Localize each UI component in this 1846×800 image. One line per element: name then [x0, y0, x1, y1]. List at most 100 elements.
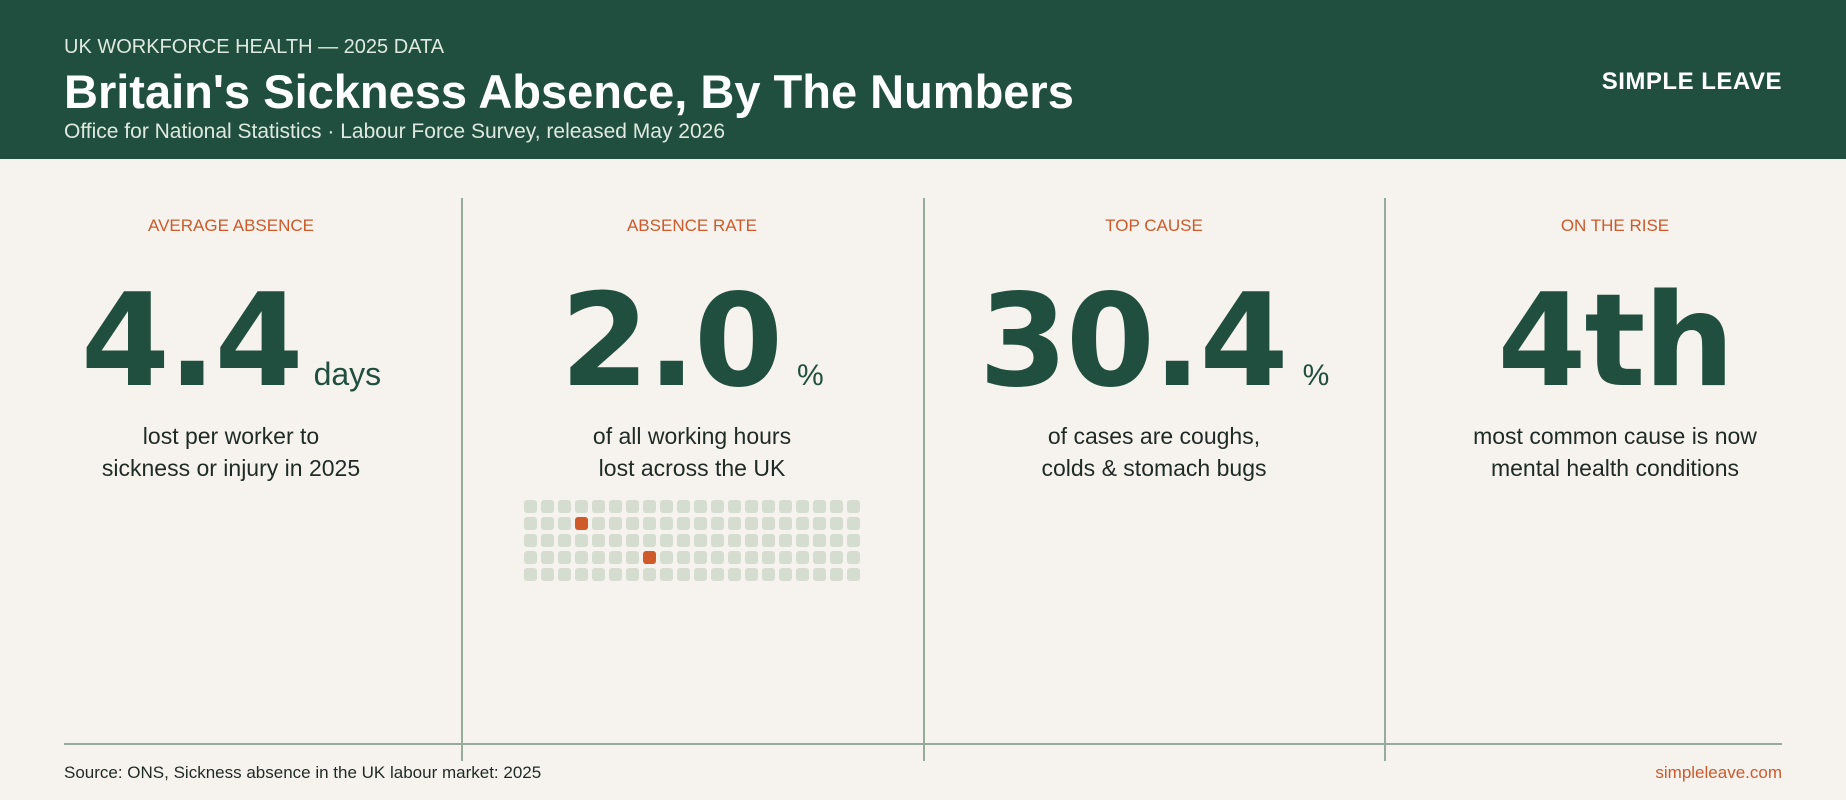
stat-description: lost per worker to sickness or injury in…: [1, 420, 461, 484]
waffle-cell: [524, 551, 537, 564]
column-divider: [461, 198, 463, 761]
brand-logo: SIMPLE LEAVE: [1601, 68, 1782, 95]
stat-figure: 2.0 %: [462, 278, 922, 406]
waffle-cell: [626, 568, 639, 581]
footer-rule: [64, 743, 1782, 745]
waffle-cell: [694, 500, 707, 513]
waffle-cell: [813, 551, 826, 564]
waffle-cell-highlighted: [643, 551, 656, 564]
waffle-cell: [779, 517, 792, 530]
waffle-cell: [660, 551, 673, 564]
waffle-cell: [626, 551, 639, 564]
waffle-cell: [660, 534, 673, 547]
waffle-cell: [847, 517, 860, 530]
waffle-cell: [728, 534, 741, 547]
waffle-cell: [813, 517, 826, 530]
header-banner: UK WORKFORCE HEALTH — 2025 DATA Britain'…: [0, 0, 1846, 159]
stat-unit: days: [313, 356, 382, 392]
website-link[interactable]: simpleleave.com: [1655, 763, 1782, 782]
stat-value: 30.4: [978, 267, 1289, 416]
waffle-cell: [558, 500, 571, 513]
stat-unit: %: [1302, 359, 1330, 392]
waffle-cell: [660, 500, 673, 513]
waffle-cell: [796, 517, 809, 530]
waffle-cell: [677, 551, 690, 564]
waffle-cell: [541, 517, 554, 530]
waffle-cell: [609, 534, 622, 547]
waffle-cell: [813, 534, 826, 547]
stat-description-line: mental health conditions: [1490, 455, 1740, 481]
waffle-cell: [813, 568, 826, 581]
source-note: Source: ONS, Sickness absence in the UK …: [64, 763, 542, 782]
stat-description: of cases are coughs, colds & stomach bug…: [924, 420, 1384, 484]
stat-label: ON THE RISE: [1560, 216, 1670, 235]
waffle-cell: [745, 568, 758, 581]
waffle-cell: [711, 568, 724, 581]
waffle-cell: [541, 568, 554, 581]
waffle-cell: [711, 500, 724, 513]
waffle-cell: [558, 568, 571, 581]
stat-description: of all working hours lost across the UK: [462, 420, 922, 484]
page-subtitle: Office for National Statistics · Labour …: [64, 120, 726, 143]
waffle-cell: [847, 500, 860, 513]
waffle-cell: [694, 568, 707, 581]
waffle-cell: [643, 534, 656, 547]
waffle-cell: [592, 534, 605, 547]
waffle-cell: [524, 517, 537, 530]
stat-description-line: of cases are coughs,: [1047, 423, 1261, 449]
waffle-cell: [830, 517, 843, 530]
waffle-cell: [694, 534, 707, 547]
waffle-cell: [762, 568, 775, 581]
waffle-cell: [728, 517, 741, 530]
waffle-cell: [762, 500, 775, 513]
waffle-cell: [830, 568, 843, 581]
waffle-cell: [643, 517, 656, 530]
waffle-cell-highlighted: [575, 517, 588, 530]
waffle-cell: [762, 517, 775, 530]
waffle-cell: [575, 568, 588, 581]
page-title: Britain's Sickness Absence, By The Numbe…: [64, 65, 1074, 118]
waffle-cell: [677, 517, 690, 530]
waffle-cell: [524, 534, 537, 547]
stat-value: 4th: [1497, 267, 1734, 416]
waffle-cell: [541, 551, 554, 564]
waffle-cell: [711, 534, 724, 547]
waffle-cell: [592, 551, 605, 564]
waffle-cell: [541, 500, 554, 513]
waffle-cell: [830, 500, 843, 513]
waffle-cell: [609, 568, 622, 581]
waffle-cell: [779, 534, 792, 547]
waffle-cell: [745, 500, 758, 513]
waffle-cell: [575, 534, 588, 547]
waffle-cell: [796, 568, 809, 581]
waffle-cell: [762, 551, 775, 564]
waffle-cell: [524, 568, 537, 581]
waffle-cell: [830, 534, 843, 547]
stat-label: TOP CAUSE: [1105, 216, 1203, 235]
stat-figure: 4.4 days: [1, 278, 461, 406]
waffle-cell: [728, 500, 741, 513]
stat-description-line: of all working hours: [592, 423, 792, 449]
header-kicker: UK WORKFORCE HEALTH — 2025 DATA: [64, 36, 445, 58]
waffle-cell: [626, 534, 639, 547]
waffle-cell: [847, 534, 860, 547]
stat-description-line: most common cause is now: [1473, 423, 1757, 449]
column-divider: [1384, 198, 1386, 761]
waffle-cell: [813, 500, 826, 513]
waffle-cell: [711, 517, 724, 530]
stat-figure: 30.4 %: [924, 278, 1384, 406]
stat-description: most common cause is now mental health c…: [1385, 420, 1845, 484]
waffle-cell: [660, 568, 673, 581]
waffle-cell: [728, 568, 741, 581]
stat-unit: %: [797, 359, 824, 392]
waffle-cell: [694, 517, 707, 530]
waffle-cell: [745, 534, 758, 547]
waffle-cell: [796, 551, 809, 564]
stat-panel-top-cause: TOP CAUSE 30.4 % of cases are coughs, co…: [924, 198, 1384, 738]
waffle-cell: [541, 534, 554, 547]
waffle-cell: [643, 568, 656, 581]
stat-label: AVERAGE ABSENCE: [148, 216, 314, 235]
waffle-cell: [762, 534, 775, 547]
stat-panel-average-absence: AVERAGE ABSENCE 4.4 days lost per worker…: [1, 198, 461, 738]
stat-panel-absence-rate: ABSENCE RATE 2.0 % of all working hours …: [462, 198, 922, 738]
